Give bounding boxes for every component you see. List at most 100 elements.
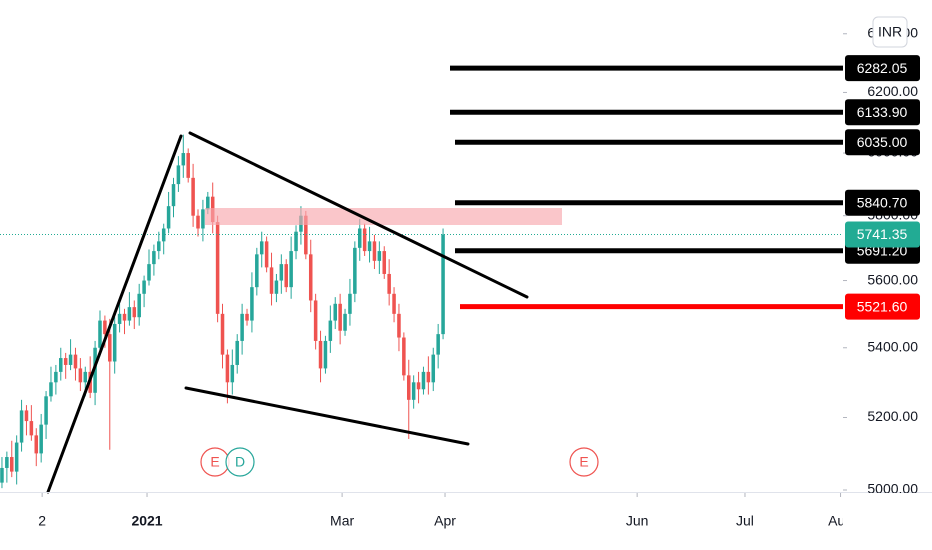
candle-body bbox=[230, 364, 235, 383]
candle-body bbox=[157, 241, 161, 252]
candle-body bbox=[235, 340, 239, 365]
price-axis: 5000.005200.005400.005600.005800.006000.… bbox=[843, 24, 920, 497]
candle-body bbox=[9, 457, 14, 472]
y-tick-label: 6200.00 bbox=[867, 83, 918, 99]
candle-body bbox=[313, 300, 318, 341]
trend-line bbox=[46, 134, 183, 494]
candle-body bbox=[63, 358, 68, 365]
candle-body bbox=[196, 215, 200, 229]
candle-body bbox=[147, 264, 151, 281]
price-label: 5840.70 bbox=[857, 194, 908, 210]
price-label-box bbox=[845, 293, 920, 320]
candle-body bbox=[34, 435, 39, 454]
candle-body bbox=[264, 241, 269, 268]
price-label: 6133.90 bbox=[857, 104, 908, 120]
price-label-box bbox=[845, 189, 920, 216]
candle-body bbox=[353, 247, 357, 294]
x-tick-label: Jul bbox=[736, 513, 754, 529]
candle-body bbox=[68, 354, 73, 365]
candle-body bbox=[108, 334, 112, 362]
candle-body bbox=[402, 337, 406, 376]
candle-body bbox=[176, 165, 181, 185]
candle-body bbox=[83, 371, 88, 383]
candle-body bbox=[98, 320, 102, 348]
trend-line bbox=[188, 131, 529, 299]
candle-body bbox=[225, 354, 230, 383]
axis-corner bbox=[843, 493, 932, 550]
candle-body bbox=[294, 231, 298, 252]
candle-body bbox=[382, 251, 387, 274]
candle-body bbox=[142, 280, 146, 294]
candle-body bbox=[431, 354, 436, 383]
x-tick-label: 2 bbox=[38, 513, 46, 529]
trend-line bbox=[184, 386, 470, 446]
candle-body bbox=[333, 303, 338, 321]
candle-body bbox=[284, 264, 288, 288]
candle-body bbox=[411, 382, 416, 400]
candle-body bbox=[132, 307, 137, 318]
candle-body bbox=[304, 215, 308, 255]
candle-body bbox=[161, 228, 166, 242]
candle-body bbox=[441, 234, 445, 335]
price-label-box bbox=[845, 99, 920, 126]
candle-body bbox=[367, 241, 372, 252]
candle-body bbox=[245, 313, 249, 321]
candle-body bbox=[269, 267, 274, 294]
x-tick-label: Apr bbox=[434, 513, 456, 529]
y-tick-label: 5000.00 bbox=[867, 481, 918, 497]
candle-body bbox=[73, 354, 78, 369]
candle-body bbox=[421, 371, 426, 390]
candle-body bbox=[279, 264, 284, 281]
y-tick-label: 5400.00 bbox=[867, 338, 918, 354]
price-label: 5741.35 bbox=[857, 226, 908, 242]
price-label-box bbox=[845, 55, 920, 82]
candle-body bbox=[39, 424, 43, 454]
candle-body bbox=[357, 228, 362, 248]
candle-body bbox=[215, 222, 220, 314]
candle-body bbox=[436, 334, 440, 355]
x-tick-label: Jun bbox=[626, 513, 649, 529]
candle-body bbox=[137, 293, 141, 318]
currency-button-box[interactable] bbox=[872, 16, 908, 48]
candle-body bbox=[206, 196, 210, 210]
candle-body bbox=[274, 280, 279, 294]
price-label: 6035.00 bbox=[857, 134, 908, 150]
candle-body bbox=[117, 313, 122, 324]
candle-body bbox=[372, 241, 377, 261]
candle-body bbox=[289, 251, 293, 288]
candle-body bbox=[377, 251, 382, 261]
trend-lines bbox=[46, 131, 529, 494]
event-marker bbox=[569, 447, 599, 477]
price-label: 6282.05 bbox=[857, 60, 908, 76]
price-axis-panel bbox=[843, 0, 932, 550]
candle-body bbox=[24, 410, 29, 422]
candle-body bbox=[240, 313, 244, 341]
candle-body bbox=[152, 251, 156, 265]
currency-label[interactable]: INR bbox=[878, 24, 902, 40]
event-label: E bbox=[579, 454, 588, 470]
candle-body bbox=[392, 293, 396, 314]
candle-body bbox=[259, 241, 264, 255]
plot-area bbox=[0, 134, 843, 497]
candle-body bbox=[416, 382, 421, 390]
y-tick-label: 5200.00 bbox=[867, 408, 918, 424]
event-label: D bbox=[235, 454, 245, 470]
price-label-box bbox=[845, 129, 920, 156]
currency-button[interactable]: INR bbox=[872, 16, 908, 48]
price-label: 5521.60 bbox=[857, 298, 908, 314]
x-tick-label: 2021 bbox=[131, 513, 162, 529]
candle-body bbox=[220, 313, 225, 355]
candle-body bbox=[171, 184, 176, 207]
candle-body bbox=[181, 153, 186, 166]
candle-body bbox=[0, 467, 4, 483]
candle-body bbox=[362, 228, 367, 252]
candle-body bbox=[103, 320, 107, 335]
candle-body bbox=[255, 254, 259, 288]
candle-body bbox=[122, 313, 127, 321]
candle-body bbox=[44, 396, 48, 425]
price-label-box bbox=[845, 221, 920, 248]
candle-body bbox=[59, 358, 63, 372]
candle-body bbox=[191, 177, 195, 216]
